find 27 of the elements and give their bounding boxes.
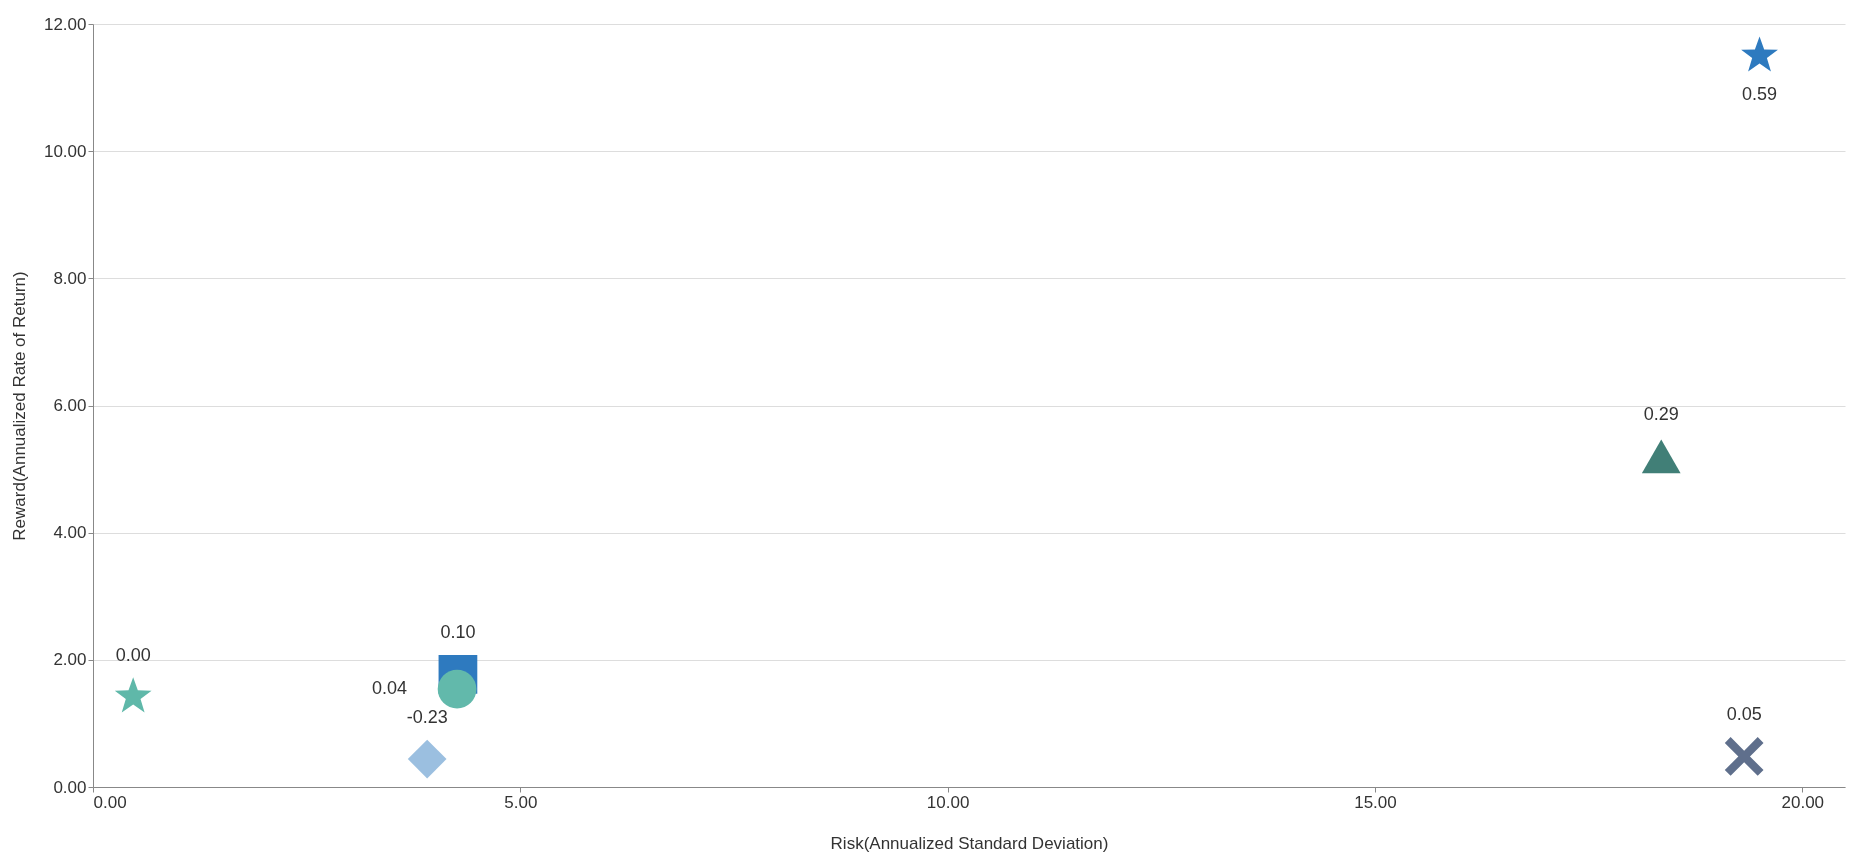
y-tick-label: 4.00 (53, 523, 87, 543)
annotation: -0.23 (406, 707, 448, 728)
point (1741, 36, 1778, 72)
y-tick-label: 10.00 (43, 141, 87, 161)
y-tick-label: 8.00 (53, 268, 87, 288)
point (1641, 439, 1681, 474)
y-tick-label: 12.00 (43, 14, 87, 34)
y-axis-title: Reward(Annualized Rate of Return) (9, 271, 29, 541)
x-tick-label: 20.00 (1781, 792, 1825, 812)
annotation: 0.05 (1726, 704, 1762, 725)
x-tick-label: 5.00 (504, 792, 538, 812)
x-axis-title: Risk(Annualized Standard Deviation) (830, 833, 1109, 853)
y-tick-label: 0.00 (53, 777, 87, 797)
x-tick-label: 0.00 (93, 792, 127, 812)
point (407, 739, 447, 779)
x-tick-label: 10.00 (926, 792, 970, 812)
annotation: 0.59 (1742, 83, 1778, 104)
annotation: 0.10 (440, 622, 476, 643)
y-tick-label: 6.00 (53, 396, 87, 415)
x-tick-label: 15.00 (1354, 792, 1397, 812)
annotation: 0.29 (1643, 404, 1679, 425)
point (437, 669, 477, 709)
y-tick-label: 2.00 (53, 650, 87, 670)
point (1724, 737, 1764, 776)
point (114, 677, 152, 713)
annotation: 0.00 (115, 644, 151, 665)
annotation: 0.04 (372, 678, 408, 699)
